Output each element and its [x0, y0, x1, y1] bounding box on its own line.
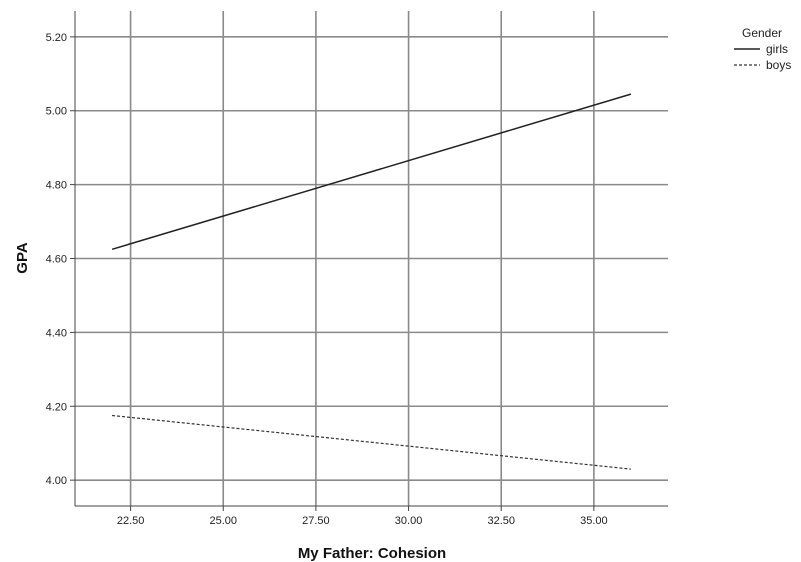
y-tick-label: 4.00	[46, 475, 67, 487]
x-tick-label: 27.50	[302, 515, 330, 527]
y-tick-label: 4.60	[46, 254, 67, 266]
series-lines	[111, 93, 632, 470]
legend-items: girls boys	[734, 42, 791, 72]
x-tick-label: 25.00	[209, 515, 237, 527]
legend-label-boys: boys	[766, 58, 791, 72]
y-tick-label: 5.00	[46, 106, 67, 118]
x-tick-label: 22.50	[117, 515, 145, 527]
x-tick-label: 32.50	[487, 515, 515, 527]
tick-labels: 22.50 25.00 27.50 30.00 32.50 35.00 4.00 4.20 4.…	[46, 32, 608, 527]
legend: Gender girls boys	[734, 26, 791, 72]
x-axis-title: My Father: Cohesion	[298, 545, 446, 562]
y-tick-label: 4.40	[46, 327, 67, 339]
series-line-boys	[112, 414, 631, 470]
y-tick-label: 4.80	[46, 180, 67, 192]
y-axis-title: GPA	[14, 242, 31, 274]
y-tick-label: 4.20	[46, 401, 67, 413]
legend-title: Gender	[742, 26, 782, 40]
grid	[75, 11, 668, 506]
y-tick-label: 5.20	[46, 32, 67, 44]
x-tick-label: 30.00	[395, 515, 423, 527]
series-line-girls	[111, 93, 632, 251]
legend-label-girls: girls	[766, 42, 788, 56]
axes	[70, 11, 668, 511]
x-tick-label: 35.00	[580, 515, 608, 527]
